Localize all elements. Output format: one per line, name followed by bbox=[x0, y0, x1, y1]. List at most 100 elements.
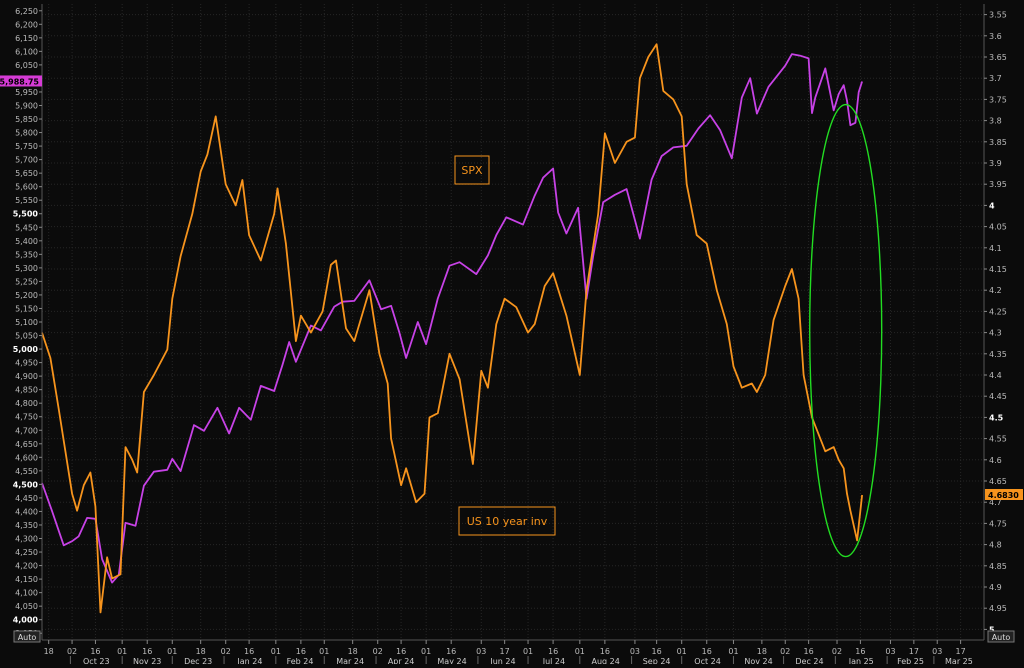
right-tick-label: 4.1 bbox=[989, 244, 1002, 253]
right-auto-button[interactable] bbox=[987, 630, 1015, 643]
x-tick-label: 16 bbox=[548, 647, 558, 656]
left-tick-label: 5,000 bbox=[13, 345, 39, 354]
x-tick-label: 02 bbox=[67, 647, 77, 656]
left-tick-label: 5,650 bbox=[15, 169, 38, 178]
x-tick-label: 18 bbox=[196, 647, 206, 656]
right-tick-label: 3.55 bbox=[989, 11, 1007, 20]
left-tick-label: 4,350 bbox=[15, 521, 38, 530]
month-label: Jan 24 bbox=[236, 657, 262, 664]
right-last-value-label: 4.6830 bbox=[988, 491, 1019, 500]
x-tick-label: 16 bbox=[90, 647, 100, 656]
left-tick-label: 4,950 bbox=[15, 359, 38, 368]
x-tick-label: 16 bbox=[142, 647, 152, 656]
x-tick-label: 03 bbox=[630, 647, 640, 656]
month-label: Oct 24 bbox=[694, 657, 721, 664]
left-tick-label: 4,250 bbox=[15, 548, 38, 557]
x-tick-label: 18 bbox=[757, 647, 767, 656]
right-tick-label: 4.45 bbox=[989, 392, 1007, 401]
left-tick-label: 6,050 bbox=[15, 61, 38, 70]
right-tick-label: 3.6 bbox=[989, 32, 1002, 41]
left-tick-label: 4,400 bbox=[15, 507, 38, 516]
right-tick-label: 4.4 bbox=[989, 371, 1002, 380]
left-tick-label: 5,450 bbox=[15, 223, 38, 232]
right-tick-label: 4 bbox=[989, 201, 995, 210]
left-last-value-label: 5,988.75 bbox=[0, 77, 39, 86]
x-tick-label: 02 bbox=[221, 647, 231, 656]
left-tick-label: 5,550 bbox=[15, 196, 38, 205]
left-tick-label: 5,350 bbox=[15, 250, 38, 259]
x-tick-label: 01 bbox=[319, 647, 329, 656]
left-tick-label: 4,600 bbox=[15, 453, 38, 462]
gridlines bbox=[42, 4, 984, 640]
x-tick-label: 01 bbox=[575, 647, 585, 656]
left-tick-label: 5,400 bbox=[15, 237, 38, 246]
left-tick-label: 4,450 bbox=[15, 494, 38, 503]
right-tick-label: 4.65 bbox=[989, 477, 1007, 486]
x-tick-label: 16 bbox=[296, 647, 306, 656]
right-tick-label: 3.85 bbox=[989, 138, 1007, 147]
x-tick-label: 17 bbox=[500, 647, 510, 656]
x-tick-label: 16 bbox=[446, 647, 456, 656]
month-label: May 24 bbox=[437, 657, 466, 664]
x-tick-label: 02 bbox=[373, 647, 383, 656]
x-tick-label: 16 bbox=[652, 647, 662, 656]
month-label: Feb 24 bbox=[287, 657, 314, 664]
right-tick-label: 4.95 bbox=[989, 604, 1007, 613]
right-tick-label: 4.8 bbox=[989, 541, 1002, 550]
right-tick-label: 5 bbox=[989, 625, 995, 634]
month-label: Mar 25 bbox=[945, 657, 973, 664]
right-axis: 3.55 3.6 3.65 3.7 3.75 3.8 3.85 3.9 3.95 4 4.05 4.1… bbox=[983, 4, 1023, 643]
left-tick-label: 4,500 bbox=[13, 480, 39, 489]
left-tick-label: 5,150 bbox=[15, 304, 38, 313]
left-tick-label: 5,750 bbox=[15, 142, 38, 151]
x-tick-label: 17 bbox=[956, 647, 966, 656]
left-tick-label: 4,850 bbox=[15, 386, 38, 395]
left-tick-label: 6,150 bbox=[15, 34, 38, 43]
annotation-label: US 10 year inv bbox=[467, 515, 548, 528]
right-tick-label: 4.2 bbox=[989, 286, 1002, 295]
left-tick-label: 6,200 bbox=[15, 20, 38, 29]
left-tick-label: 4,900 bbox=[15, 372, 38, 381]
x-tick-label: 03 bbox=[932, 647, 942, 656]
month-label: Aug 24 bbox=[592, 657, 620, 664]
right-tick-label: 4.75 bbox=[989, 519, 1007, 528]
left-tick-label: 4,650 bbox=[15, 440, 38, 449]
x-tick-label: 01 bbox=[728, 647, 738, 656]
left-axis: 3,9504,0004,0504,1004,1504,2004,2504,300… bbox=[0, 4, 43, 643]
annotation-label: SPX bbox=[461, 164, 483, 177]
left-tick-label: 4,750 bbox=[15, 413, 38, 422]
right-tick-label: 4.15 bbox=[989, 265, 1007, 274]
x-tick-label: 18 bbox=[44, 647, 54, 656]
x-tick-label: 01 bbox=[117, 647, 127, 656]
x-tick-label: 16 bbox=[855, 647, 865, 656]
annotation-box bbox=[454, 155, 490, 185]
x-tick-label: 01 bbox=[421, 647, 431, 656]
left-tick-label: 5,050 bbox=[15, 332, 38, 341]
right-tick-label: 3.65 bbox=[989, 53, 1007, 62]
right-tick-label: 3.7 bbox=[989, 74, 1002, 83]
x-tick-label: 01 bbox=[677, 647, 687, 656]
x-tick-label: 02 bbox=[780, 647, 790, 656]
series-line-spx bbox=[41, 53, 863, 584]
right-tick-label: 4.05 bbox=[989, 223, 1007, 232]
left-tick-label: 4,700 bbox=[15, 426, 38, 435]
right-tick-label: 4.25 bbox=[989, 307, 1007, 316]
x-tick-label: 16 bbox=[702, 647, 712, 656]
left-tick-label: 4,050 bbox=[15, 602, 38, 611]
left-tick-label: 5,850 bbox=[15, 115, 38, 124]
left-auto-label: Auto bbox=[18, 633, 37, 642]
x-tick-label: 01 bbox=[523, 647, 533, 656]
left-tick-label: 5,950 bbox=[15, 88, 38, 97]
left-tick-label: 5,900 bbox=[15, 101, 38, 110]
right-last-value-badge bbox=[985, 488, 1023, 500]
left-tick-label: 4,300 bbox=[15, 535, 38, 544]
left-tick-label: 4,800 bbox=[15, 399, 38, 408]
left-auto-button[interactable] bbox=[13, 630, 41, 643]
x-tick-label: 16 bbox=[244, 647, 254, 656]
highlight-ellipse bbox=[809, 103, 883, 558]
left-tick-label: 5,800 bbox=[15, 129, 38, 138]
x-tick-label: 01 bbox=[271, 647, 281, 656]
annotation-box bbox=[458, 506, 556, 536]
left-tick-label: 5,300 bbox=[15, 264, 38, 273]
